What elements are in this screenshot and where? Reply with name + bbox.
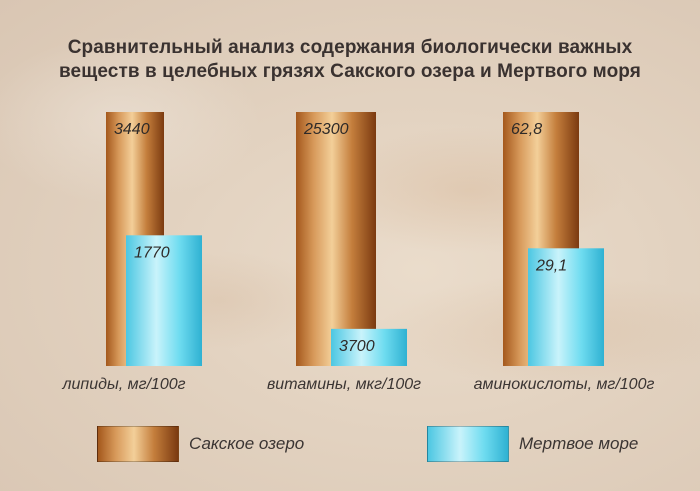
legend-label-dead-sea: Мертвое море bbox=[519, 434, 639, 453]
data-label-saki-1: 3440 bbox=[114, 121, 150, 138]
bar-dead-sea-1 bbox=[126, 235, 202, 366]
data-label-saki-2: 25300 bbox=[303, 121, 349, 138]
category-label-1: липиды, мг/100г bbox=[61, 376, 185, 393]
data-label-dead-sea-3: 29,1 bbox=[535, 257, 567, 274]
bars-layer: 3440 1770 липиды, мг/100г 25300 3700 витамины… bbox=[61, 112, 654, 393]
legend-swatch-dead-sea bbox=[427, 426, 509, 462]
chart-title: Сравнительный анализ содержания биологич… bbox=[0, 36, 700, 84]
legend-label-saki: Сакское озеро bbox=[189, 434, 305, 453]
bar-dead-sea-3 bbox=[528, 248, 604, 366]
data-label-saki-3: 62,8 bbox=[511, 121, 542, 138]
chart-title-line-1: Сравнительный анализ содержания биологич… bbox=[67, 37, 633, 58]
category-label-3: аминокислоты, мг/100г bbox=[474, 376, 655, 393]
bar-dead-sea-2 bbox=[331, 328, 407, 366]
chart-title-line-2: веществ в целебных грязях Сакского озера… bbox=[59, 61, 641, 82]
category-label-2: витамины, мкг/100г bbox=[267, 376, 421, 393]
legend-swatch-saki bbox=[97, 426, 179, 462]
bar-saki-2 bbox=[296, 112, 376, 366]
data-label-dead-sea-2: 3700 bbox=[339, 338, 375, 355]
data-label-dead-sea-1: 1770 bbox=[134, 244, 170, 261]
